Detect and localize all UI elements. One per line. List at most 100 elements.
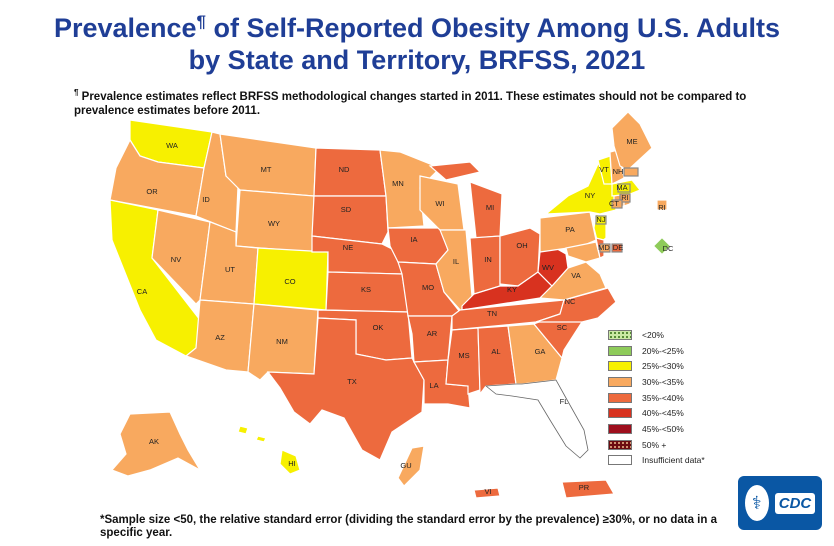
legend-item: 40%-<45%	[608, 405, 728, 421]
label-nd: ND	[339, 165, 350, 174]
legend-label: 50% +	[642, 439, 667, 450]
label-ri: RI	[621, 193, 629, 202]
callout-ct[interactable]	[611, 199, 623, 209]
callout-md[interactable]	[599, 243, 611, 253]
callout-nj[interactable]	[595, 215, 607, 225]
legend-label: <20%	[642, 329, 664, 340]
state-nv[interactable]	[151, 209, 211, 305]
label-va: VA	[571, 271, 580, 280]
cdc-logo: ⚕ CDC	[738, 476, 822, 530]
state-fl[interactable]	[484, 379, 589, 459]
footnote-marker: ¶	[74, 88, 79, 97]
label-az: AZ	[215, 333, 225, 342]
legend-item: 50% +	[608, 437, 728, 453]
label-gu: GU	[400, 461, 411, 470]
state-nd[interactable]	[313, 147, 387, 197]
territory-vi[interactable]	[473, 487, 501, 499]
callout-dc[interactable]	[652, 236, 672, 256]
insufficient-data-note: *Sample size <50, the relative standard …	[100, 514, 717, 539]
label-dc: DC	[663, 244, 674, 253]
label-nm: NM	[276, 337, 288, 346]
legend-item: 30%-<35%	[608, 374, 728, 390]
state-labels: WA OR CA NV ID MT WY UT CO AZ NM ND SD N…	[137, 137, 674, 496]
label-wi: WI	[435, 199, 444, 208]
state-hi[interactable]	[237, 425, 301, 475]
label-pr: PR	[579, 483, 590, 492]
label-nj: NJ	[596, 215, 605, 224]
label-mo: MO	[422, 283, 434, 292]
label-nv: NV	[171, 255, 181, 264]
label-nh: NH	[613, 167, 624, 176]
state-nc[interactable]	[535, 287, 617, 323]
callout-ma[interactable]	[617, 183, 631, 193]
label-ak: AK	[149, 437, 159, 446]
footnote-text: Prevalence estimates reflect BRFSS metho…	[74, 90, 747, 117]
label-ms: MS	[458, 351, 469, 360]
label-sc: SC	[557, 323, 568, 332]
legend-item: Insufficient data*	[608, 453, 728, 469]
label-ct: CT	[609, 199, 619, 208]
legend-swatch	[608, 376, 632, 387]
legend-label: 30%-<35%	[642, 376, 684, 387]
label-ky: KY	[507, 285, 517, 294]
label-ne: NE	[343, 243, 353, 252]
callout-ri[interactable]	[656, 199, 668, 211]
legend-item: 20%-<25%	[608, 343, 728, 359]
legend-label: 20%-<25%	[642, 345, 684, 356]
hhs-eagle-icon: ⚕	[744, 485, 769, 521]
title-line1-rest: of Self-Reported Obesity Among U.S. Adul…	[206, 13, 781, 43]
legend-item: 45%-<50%	[608, 421, 728, 437]
label-vt: VT	[599, 165, 609, 174]
legend-swatch	[608, 408, 632, 419]
legend-label: 40%-<45%	[642, 408, 684, 419]
label-tx: TX	[347, 377, 357, 386]
state-in[interactable]	[469, 235, 501, 295]
callout-de[interactable]	[611, 243, 623, 253]
label-al: AL	[491, 347, 500, 356]
state-ia[interactable]	[387, 227, 449, 265]
callout-nh[interactable]	[623, 167, 639, 177]
label-ok: OK	[373, 323, 384, 332]
map-legend: <20% 20%-<25% 25%-<30% 30%-<35% 35%-<40% 40%-…	[608, 327, 728, 468]
label-mi: MI	[486, 203, 494, 212]
state-ak[interactable]	[110, 411, 202, 477]
label-sd: SD	[341, 205, 352, 214]
title-line2: by State and Territory, BRFSS, 2021	[188, 45, 646, 75]
state-me[interactable]	[611, 111, 653, 171]
state-tx[interactable]	[266, 317, 425, 461]
cdc-logo-text: CDC	[774, 492, 816, 514]
label-fl: FL	[560, 397, 569, 406]
title-line1: Prevalence	[53, 13, 197, 43]
legend-item: 35%-<40%	[608, 390, 728, 406]
label-wa: WA	[166, 141, 178, 150]
label-nc: NC	[565, 297, 576, 306]
territory-gu[interactable]	[397, 445, 425, 487]
legend-label: 45%-<50%	[642, 423, 684, 434]
state-il[interactable]	[435, 229, 473, 313]
legend-item: <20%	[608, 327, 728, 343]
state-ms[interactable]	[445, 327, 481, 395]
legend-swatch	[608, 439, 632, 450]
label-ri-callout: RI	[658, 203, 666, 212]
territory-pr[interactable]	[561, 479, 615, 499]
state-ar[interactable]	[407, 315, 453, 363]
label-ny: NY	[585, 191, 595, 200]
label-hi: HI	[288, 459, 296, 468]
label-vi: VI	[484, 487, 491, 496]
label-me: ME	[626, 137, 637, 146]
label-tn: TN	[487, 309, 497, 318]
title-footnote-marker: ¶	[196, 12, 207, 31]
callout-ri-box[interactable]	[619, 193, 631, 203]
label-de: DE	[613, 243, 623, 252]
page-title: Prevalence¶ of Self-Reported Obesity Amo…	[0, 6, 834, 76]
label-la: LA	[429, 381, 438, 390]
state-md[interactable]	[565, 241, 601, 263]
legend-swatch	[608, 392, 632, 403]
state-sd[interactable]	[311, 195, 389, 245]
label-ut: UT	[225, 265, 235, 274]
label-ma: MA	[616, 183, 627, 192]
label-pa: PA	[565, 225, 574, 234]
legend-swatch	[608, 361, 632, 372]
label-wv: WV	[542, 263, 554, 272]
